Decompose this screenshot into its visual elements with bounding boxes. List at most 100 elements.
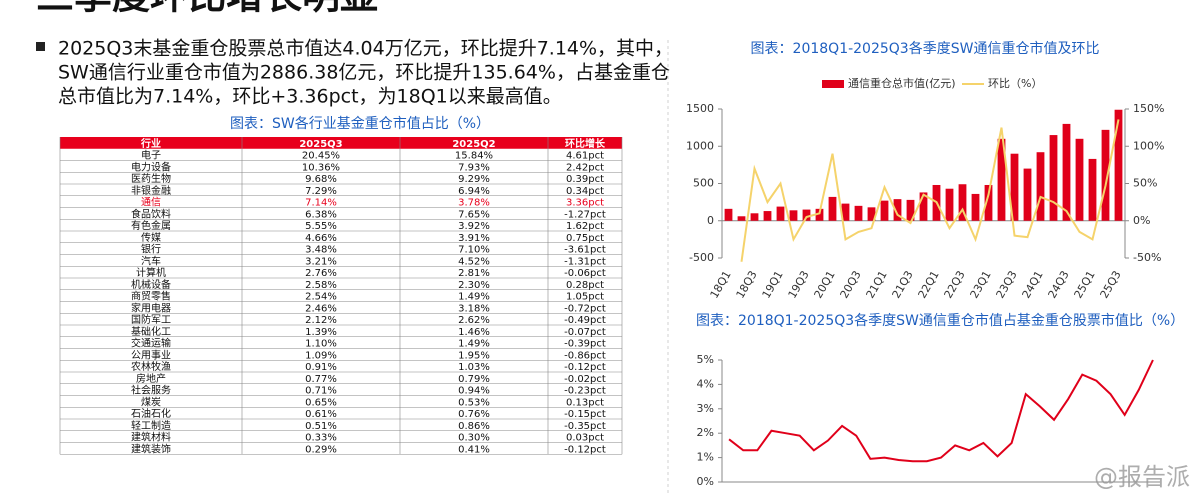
table-cell: 食品饮料: [131, 207, 171, 220]
table-cell: 9.68%: [305, 174, 337, 185]
table-cell: 农林牧渔: [131, 360, 171, 373]
bar: [815, 208, 824, 221]
table-cell: 0.28pct: [566, 280, 604, 291]
table-cell: 煤炭: [141, 395, 161, 408]
table-cell: 4.61pct: [566, 151, 604, 162]
x-tick-label: 23Q1: [968, 269, 994, 301]
table-cell: 1.49%: [458, 339, 490, 350]
table-cell: 15.84%: [455, 151, 493, 162]
table-cell: 3.18%: [458, 303, 490, 314]
y2-tick-label: 50%: [1133, 177, 1157, 190]
bar: [1075, 138, 1084, 221]
table-cell: -0.12pct: [564, 362, 606, 373]
table-cell: 3.91%: [458, 233, 490, 244]
table-cell: -0.15pct: [564, 409, 606, 420]
table-cell: 机械设备: [131, 278, 171, 291]
table-cell: 1.09%: [305, 350, 337, 361]
table-cell: 7.10%: [458, 245, 490, 256]
table-cell: 3.92%: [458, 221, 490, 232]
table-cell: 5.55%: [305, 221, 337, 232]
bullet: 2025Q3末基金重仓股票总市值达4.04万亿元，环比提升7.14%，其中，SW…: [58, 38, 673, 108]
y-tick-label: 500: [693, 177, 714, 190]
y-tick-label: 0: [707, 214, 714, 227]
table-cell: 1.62pct: [566, 221, 604, 232]
bar: [1114, 109, 1123, 221]
x-tick-label: 23Q3: [994, 269, 1020, 301]
table-cell: -0.72pct: [564, 303, 606, 314]
bar: [893, 199, 902, 221]
table-cell: 1.05pct: [566, 292, 604, 303]
y-tick-label: 2%: [697, 426, 714, 439]
table-cell: 交通运输: [131, 337, 171, 350]
table-cell: -3.61pct: [564, 245, 606, 256]
table-cell: 2.12%: [305, 315, 337, 326]
bullet-icon: [36, 42, 45, 51]
bar: [724, 208, 733, 221]
column-header: 环比增长: [565, 137, 606, 150]
table-cell: 1.39%: [305, 327, 337, 338]
table-cell: -0.12pct: [564, 444, 606, 455]
bar: [919, 192, 928, 221]
table-cell: 1.46%: [458, 327, 490, 338]
table-cell: 汽车: [141, 254, 161, 267]
table-cell: 社会服务: [131, 384, 171, 397]
table-cell: 医药生物: [131, 172, 171, 185]
bar: [841, 203, 850, 221]
bar: [854, 205, 863, 221]
table-cell: 7.14%: [305, 198, 337, 209]
table-cell: 0.51%: [305, 421, 337, 432]
table-cell: 0.86%: [458, 421, 490, 432]
bar: [880, 200, 889, 221]
bar: [750, 213, 759, 221]
x-tick-label: 19Q1: [760, 269, 786, 301]
bar: [828, 196, 837, 221]
table-cell: 轻工制造: [131, 419, 171, 432]
table-cell: 0.91%: [305, 362, 337, 373]
table-cell: -0.02pct: [564, 374, 606, 385]
table-cell: 0.77%: [305, 374, 337, 385]
x-tick-label: 22Q3: [942, 269, 968, 301]
table-cell: 石油石化: [131, 407, 171, 420]
table-cell: -1.31pct: [564, 256, 606, 267]
table-cell: 3.21%: [305, 256, 337, 267]
table-cell: 2.81%: [458, 268, 490, 279]
table-cell: 0.79%: [458, 374, 490, 385]
table-cell: -0.49pct: [564, 315, 606, 326]
table-cell: 4.52%: [458, 256, 490, 267]
table-cell: 电力设备: [131, 160, 171, 173]
table-cell: 2.42pct: [566, 162, 604, 173]
x-tick-label: 25Q3: [1098, 269, 1124, 301]
table-cell: 0.13pct: [566, 397, 604, 408]
table-cell: 1.95%: [458, 350, 490, 361]
y-tick-label: 4%: [697, 377, 714, 390]
x-tick-label: 25Q1: [1072, 269, 1098, 301]
table-cell: 0.75pct: [566, 233, 604, 244]
y2-tick-label: 100%: [1133, 139, 1164, 152]
table-cell: 0.53%: [458, 397, 490, 408]
bar: [789, 210, 798, 221]
legend-label: 环比（%）: [988, 77, 1042, 90]
bullet-line: SW通信行业重仓市值为2886.38亿元，环比提升135.64%，占基金重仓: [58, 62, 670, 84]
table-cell: 9.29%: [458, 174, 490, 185]
column-header: 2025Q3: [299, 139, 342, 150]
bar: [945, 188, 954, 221]
table-cell: 2.54%: [305, 292, 337, 303]
chart-title: 图表：2018Q1-2025Q3各季度SW通信重仓市值占基金重仓股票市值比（%）: [696, 312, 1184, 329]
table-cell: 2.76%: [305, 268, 337, 279]
bar: [984, 184, 993, 221]
table-cell: 家用电器: [131, 301, 171, 314]
table-cell: -0.06pct: [564, 268, 606, 279]
bullet-line: 2025Q3末基金重仓股票总市值达4.04万亿元，环比提升7.14%，其中，: [58, 38, 673, 60]
table-cell: 4.66%: [305, 233, 337, 244]
table-cell: 0.34pct: [566, 186, 604, 197]
table-cell: 计算机: [136, 266, 166, 279]
table-cell: 通信: [141, 197, 161, 209]
bar: [1049, 135, 1058, 221]
bar: [1036, 152, 1045, 221]
table-cell: -1.27pct: [564, 209, 606, 220]
table-cell: 7.93%: [458, 162, 490, 173]
column-header: 2025Q2: [452, 139, 495, 150]
bar: [1023, 168, 1032, 221]
x-tick-label: 18Q3: [734, 269, 760, 301]
